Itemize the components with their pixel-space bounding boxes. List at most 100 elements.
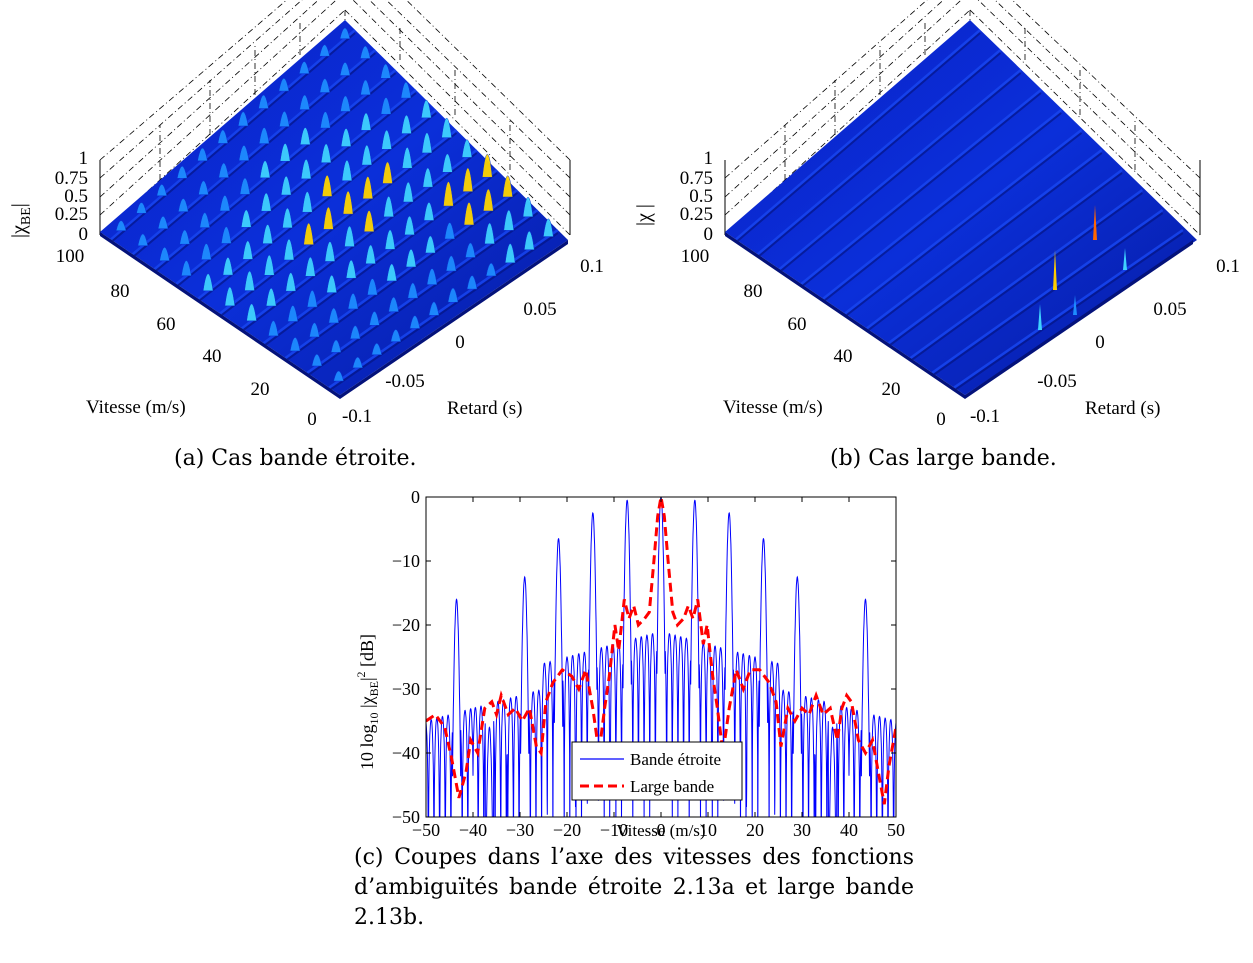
z-tick-label: 0.5: [64, 186, 88, 207]
surface-lobe: [282, 207, 293, 229]
surface-edge: [340, 240, 568, 399]
surface-ridge-shadow: [735, 32, 981, 244]
x-tick-label: 0: [936, 409, 946, 430]
y-tick-label: -0.05: [1037, 371, 1077, 392]
surface-lobe: [383, 196, 394, 218]
z-axis-label: |χ |: [633, 204, 655, 226]
z-tick-label: 0.5: [689, 186, 713, 207]
surface-lobe: [502, 175, 513, 198]
surface-lobe: [447, 287, 459, 303]
surface-lobe: [359, 45, 371, 59]
surface-ridge-shadow: [778, 72, 1022, 273]
z-tick-labels: 1 0.75 0.5 0.25 0: [55, 148, 88, 245]
surface-lobe: [421, 132, 433, 154]
surface-spike: [1093, 205, 1097, 240]
x-tick-label: 20: [251, 379, 270, 400]
surface-ridge: [953, 228, 1184, 389]
surface-lobe: [382, 161, 393, 184]
surface-lobe: [445, 255, 457, 272]
surface-ridge: [866, 149, 1103, 330]
surface-lobe: [240, 209, 252, 228]
surface-ridge: [328, 228, 559, 389]
surface-ridge: [800, 89, 1042, 285]
surface-ridge: [175, 89, 417, 285]
surface-lobe: [426, 268, 438, 285]
z-tick-label: 1: [704, 148, 714, 169]
surface-lobe: [302, 191, 313, 213]
surface-lobe: [483, 188, 494, 212]
surface-ridge: [735, 29, 981, 241]
x-tick-label: 0: [657, 820, 666, 840]
surface-lobe: [202, 273, 214, 292]
box-grid: [99, 0, 571, 236]
surface-lobe: [380, 97, 392, 115]
x-tick-label: 0: [307, 409, 317, 430]
surface-ridge-shadow: [844, 132, 1083, 318]
x-tick-label: 20: [882, 379, 901, 400]
surface-lobe: [311, 353, 323, 367]
axis-ticks: −50 −40 −30 −20 −10 0 10 20 30 40 500−10−20−30−40−…: [392, 487, 905, 840]
surface-lobe: [265, 288, 277, 307]
surface-lobe: [462, 167, 474, 192]
z-tick-label: 0: [704, 224, 714, 245]
surface-lobe: [287, 305, 299, 322]
x-tick-label: 60: [157, 314, 176, 335]
surface-plot-wideband: |χ | 1 0.75 0.5 0.25 0 100 80 60 40 20 0…: [625, 0, 1253, 430]
chart-series: [426, 497, 896, 817]
surface-lobe: [361, 144, 373, 166]
x-tick-labels: 100 80 60 40 20 0: [681, 246, 946, 430]
surface-lobe: [136, 202, 147, 214]
surface-lobe: [349, 325, 361, 340]
z-tick-labels: 1 0.75 0.5 0.25 0: [680, 148, 713, 245]
y-tick-labels: -0.1 -0.05 0 0.05 0.1: [342, 256, 604, 427]
surface-lobe: [339, 27, 351, 39]
surface-spike: [1123, 248, 1127, 270]
x-tick-label: −50: [412, 820, 440, 840]
z-tick-label: 0.25: [680, 204, 713, 225]
surface-lobe: [283, 238, 295, 261]
z-tick-label: 0.75: [680, 168, 713, 189]
surface-lobe: [381, 129, 392, 150]
surface-lobe: [466, 275, 478, 290]
legend: Bande étroite Large bande: [571, 741, 743, 801]
surface-lobe: [347, 293, 359, 310]
legend-box: [571, 741, 743, 801]
surface-lobe: [303, 222, 314, 245]
surface-lobe: [367, 278, 378, 296]
surface-lobe: [217, 129, 229, 144]
surface-lobe: [159, 246, 170, 262]
surface-ridge: [822, 109, 1063, 300]
surface-ridge: [844, 129, 1083, 315]
surface-lobe: [198, 180, 209, 195]
surface-lobe: [201, 243, 212, 260]
x-tick-label: −10: [600, 820, 628, 840]
surface-lobe: [238, 145, 250, 161]
y-tick-label: 0: [455, 332, 465, 353]
y-tick-label: 0: [1095, 332, 1105, 353]
surface-lobe: [326, 274, 338, 293]
surface-ridge-shadow: [153, 72, 397, 273]
y-axis-label: Retard (s): [447, 398, 522, 419]
z-tick-label: 0.75: [55, 168, 88, 189]
surface-ridge-shadow: [306, 212, 539, 377]
surface-lobe: [409, 315, 421, 329]
surface-lobe: [443, 181, 454, 207]
x-tick-label: −30: [506, 820, 534, 840]
y-tick-labels: -0.1 -0.05 0 0.05 0.1: [970, 256, 1240, 427]
x-tick-label: −20: [553, 820, 581, 840]
surface-lobe: [179, 229, 190, 245]
surface-ridge: [756, 49, 1002, 256]
surface-lobe: [461, 139, 473, 158]
caption-b: (b) Cas large bande.: [830, 446, 1057, 471]
surface-ridge-shadow: [241, 152, 478, 333]
x-tick-label: 40: [840, 820, 858, 840]
legend-label-wideband: Large bande: [630, 777, 714, 796]
surface-spike: [1038, 304, 1042, 330]
y-tick-label: -0.1: [342, 406, 372, 427]
x-tick-label: 50: [887, 820, 905, 840]
surface-ridge: [197, 109, 438, 300]
surface-lobe: [220, 226, 232, 244]
surface-ridge: [241, 149, 478, 330]
y-tick-label: −40: [392, 743, 420, 763]
surface-lobe: [197, 147, 208, 162]
